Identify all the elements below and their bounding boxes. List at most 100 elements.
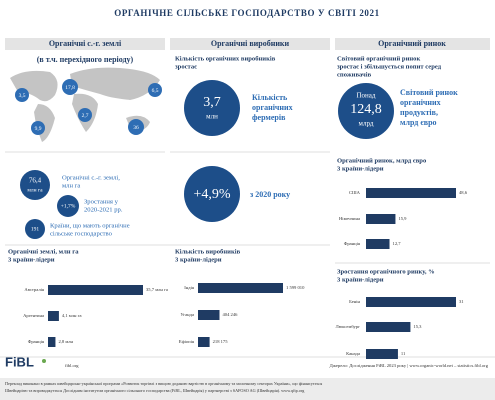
logo: FiBL (5, 354, 34, 369)
stat-label: продуктів, (400, 108, 438, 117)
category-label: Німеччина (339, 216, 360, 221)
stat-label: Кількість (252, 93, 288, 102)
circle-badge (31, 121, 45, 135)
value-label: 15,9 (398, 216, 407, 222)
footer-note: Переклад виконано в рамках швейцарсько-у… (5, 381, 322, 387)
map-label: 9,9 (35, 126, 42, 132)
circle-badge (62, 79, 78, 95)
stat-label: з 2020 року (250, 190, 290, 199)
subtitle: (в т.ч. перехідного періоду) (37, 55, 134, 64)
stat-unit: млн (206, 113, 218, 121)
header-box (170, 38, 330, 50)
bar (198, 283, 283, 293)
chart-title: Органічний ринок, млрд євро (337, 158, 427, 165)
site-link: fibl.org (65, 363, 79, 368)
logo-dot (42, 359, 46, 363)
value-label: 15,3 (413, 324, 422, 330)
circle-badge (338, 83, 394, 139)
bar (198, 310, 220, 320)
value-label: 218 175 (213, 339, 229, 344)
category-label: Аргентина (23, 313, 44, 318)
source: Джерело: Дослідження FiBL 2023 року | ww… (330, 363, 489, 368)
circle-badge (184, 80, 240, 136)
stat-label: млрд євро (400, 118, 437, 127)
value-label: 2,8 млн (58, 339, 73, 345)
chart-title: Кількість виробників (175, 249, 241, 256)
value-label: 35,7 млн га (146, 287, 168, 293)
category-label: Бенін (349, 299, 360, 304)
footer-band (0, 378, 495, 400)
value-label: 31 (459, 299, 464, 304)
bar (366, 239, 390, 249)
circle-badge (78, 108, 92, 122)
chart-subtitle: 3 країни-лідери (175, 257, 222, 264)
stat-label: органічних (252, 103, 293, 112)
header-box (335, 38, 490, 50)
chart-title: Зростання органічного ринку, % (337, 269, 435, 276)
footer-note: Швейцарією та впроваджується Дослідним і… (5, 388, 305, 394)
bar (48, 285, 143, 295)
bar (48, 337, 56, 347)
stat-value: +4,9% (193, 187, 230, 202)
map-label: 6,5 (152, 88, 159, 94)
value-label: 11 (401, 351, 406, 356)
circle-badge (57, 195, 79, 217)
stat-label: 2020-2021 рр. (84, 207, 123, 214)
circle-badge (15, 88, 29, 102)
chart-title: Органічні землі, млн га (8, 249, 79, 256)
column-header: Органічні с.-г. землі (49, 39, 122, 48)
value-label: 48,6 (459, 190, 468, 196)
value-label: 404 246 (222, 312, 238, 317)
bar (366, 188, 456, 198)
category-label: Франція (344, 241, 361, 246)
stat-label: Органічні с.-г. землі, (62, 175, 120, 182)
stat-unit: млн га (27, 187, 43, 193)
category-label: Франція (28, 339, 45, 344)
column-header: Органічний ринок (378, 39, 446, 48)
stat-label: Країни, що мають органічне (50, 223, 130, 230)
bar (366, 322, 411, 332)
value-label: 4,1 млн га (62, 313, 82, 319)
map-shape (70, 67, 160, 100)
stat-label: Світовий ринок (400, 88, 458, 97)
chart-subtitle: 3 країни-лідери (337, 166, 384, 173)
stat-prefix: Понад (357, 92, 376, 100)
stat-value: 191 (31, 226, 40, 232)
map-label: 2,7 (82, 113, 89, 119)
map-label: 17,8 (65, 85, 75, 91)
category-label: Люксембург (336, 324, 360, 329)
category-label: Ефіопія (179, 339, 195, 344)
circle-badge (25, 219, 45, 239)
header-box (5, 38, 165, 50)
bar (366, 297, 456, 307)
column-header: Органічні виробники (211, 39, 290, 48)
stat-label: органічних (400, 98, 441, 107)
column-headers (5, 38, 490, 50)
stat-value: 3,7 (203, 95, 221, 110)
stat-value: 124,8 (350, 102, 382, 117)
chart-subtitle: 3 країни-лідери (8, 257, 55, 264)
value-label: 1 599 010 (286, 285, 305, 290)
stat-label: сільське господарство (50, 231, 113, 238)
map-shape (10, 70, 58, 102)
intro-text: зростає і збільшується попит серед (337, 64, 442, 71)
bar (198, 337, 210, 347)
bar (366, 214, 396, 224)
circle-badge (128, 119, 144, 135)
bar (366, 349, 398, 359)
map-label: 3,5 (19, 93, 26, 99)
chart-subtitle: 3 країни-лідери (337, 277, 384, 284)
value-label: 12,7 (393, 241, 402, 247)
stat-label: Зростання у (84, 199, 119, 206)
intro-text: зростає (175, 64, 197, 71)
page-title: ОРГАНІЧНЕ СІЛЬСЬКЕ ГОСПОДАРСТВО У СВІТІ … (114, 8, 380, 18)
category-label: Канада (346, 351, 360, 356)
stat-label: млн га (62, 183, 80, 190)
circle-badge (20, 170, 50, 200)
circle-badge (184, 166, 240, 222)
stat-value: +1,7% (61, 203, 76, 209)
intro-text: споживачів (337, 72, 372, 79)
bar (48, 311, 59, 321)
